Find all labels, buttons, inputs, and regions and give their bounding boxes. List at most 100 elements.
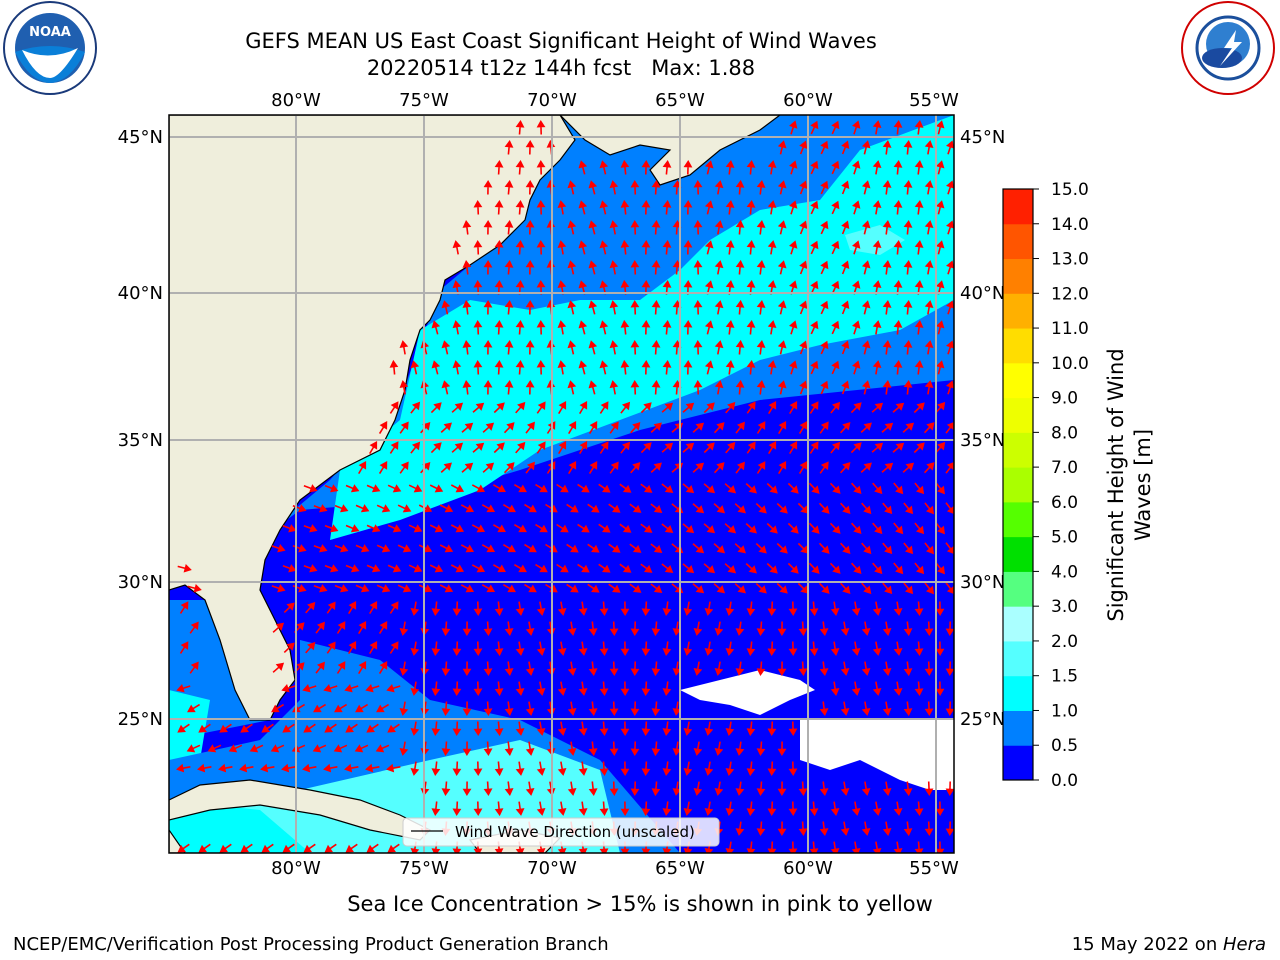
wind-wave-arrow [767,360,777,375]
colorbar-segment [1003,467,1033,503]
wind-wave-arrow [219,723,232,733]
wind-wave-arrow [557,320,567,335]
wind-wave-arrow [473,199,483,215]
wind-wave-arrow [515,601,525,616]
wind-wave-arrow [515,239,525,255]
wind-wave-arrow [515,359,525,375]
wind-wave-arrow [630,219,640,235]
wind-wave-arrow [840,701,850,716]
wind-wave-arrow [630,781,640,797]
wind-wave-arrow [662,359,672,375]
wind-wave-arrow [819,661,829,677]
wind-wave-arrow [483,219,493,235]
wind-wave-arrow [431,641,441,657]
wind-wave-arrow [861,340,871,355]
wind-wave-arrow [776,582,788,594]
wind-wave-arrow [609,461,619,474]
wind-wave-arrow [871,442,884,453]
wind-wave-arrow [471,564,486,573]
wind-wave-arrow [515,319,525,335]
wind-wave-arrow [756,621,766,637]
wind-wave-arrow [734,503,746,514]
wind-wave-arrow [682,563,695,574]
wind-wave-arrow [366,723,379,733]
wind-wave-arrow [189,661,199,674]
wind-wave-arrow [851,601,861,616]
colorbar-tick-label: 7.0 [1051,458,1078,478]
wind-wave-arrow [882,781,892,796]
wind-wave-arrow [924,340,934,355]
wind-wave-arrow [872,320,882,335]
wind-wave-arrow [831,360,840,375]
wind-wave-arrow [536,199,546,215]
wind-wave-arrow [641,319,651,335]
wind-wave-arrow [725,601,735,616]
wind-wave-arrow [789,320,798,335]
wind-wave-arrow [620,761,630,777]
wind-wave-arrow [745,563,757,574]
wind-wave-arrow [598,523,611,533]
wind-wave-arrow [344,763,359,773]
wind-wave-arrow [588,741,598,757]
wind-wave-arrow [240,723,253,733]
wind-wave-arrow [893,199,903,215]
wind-wave-arrow [494,239,504,255]
wind-wave-arrow [872,120,882,135]
wind-wave-arrow [369,601,378,615]
wind-wave-arrow [810,280,819,295]
map-legend: Wind Wave Direction (unscaled) [402,817,720,847]
legend-label: Wind Wave Direction (unscaled) [455,823,695,841]
wind-wave-arrow [735,821,745,836]
wind-wave-arrow [620,601,630,617]
wind-wave-arrow [578,681,588,696]
wind-wave-arrow [525,179,535,195]
wind-wave-arrow [946,260,954,275]
wind-wave-arrow [282,723,295,733]
wind-wave-arrow [598,483,611,493]
wind-wave-arrow [408,524,423,533]
wind-wave-arrow [704,240,714,255]
wind-wave-arrow [567,781,577,796]
wind-wave-arrow [568,461,577,475]
wind-wave-arrow [524,543,537,553]
wind-wave-arrow [820,140,829,155]
colorbar-segment [1003,223,1033,260]
wind-wave-arrow [558,401,567,415]
wind-wave-arrow [713,503,726,514]
wind-wave-arrow [830,601,840,616]
wind-wave-arrow [599,761,609,777]
wind-wave-arrow [599,801,609,817]
wind-wave-arrow [851,801,861,816]
wind-wave-arrow [777,741,787,757]
wind-wave-arrow [431,320,441,335]
wind-wave-arrows [176,119,954,853]
wind-wave-arrow [683,159,693,175]
wind-wave-arrow [513,524,527,533]
wind-wave-arrow [672,299,682,315]
wind-wave-arrow [861,502,872,515]
wind-wave-arrow [441,300,451,315]
wind-wave-arrow [494,721,504,737]
wind-wave-arrow [450,524,465,533]
wind-wave-arrow [651,339,661,355]
wind-wave-arrow [536,319,546,335]
wind-wave-arrow [399,701,409,716]
wind-wave-arrow [903,139,913,155]
wind-wave-arrow [872,522,883,535]
wind-wave-arrow [693,379,703,395]
wind-wave-arrow [746,801,756,817]
wind-wave-arrow [924,300,934,315]
wind-wave-arrow [536,601,546,616]
wind-wave-arrow [641,199,651,215]
wind-wave-arrow [399,461,409,474]
colorbar-tick-label: 15.0 [1051,180,1089,200]
wind-wave-arrow [599,601,609,617]
wind-wave-arrow [472,402,485,413]
wind-wave-arrow [714,260,724,275]
wind-wave-arrow [641,641,651,657]
wind-wave-arrow [683,199,693,215]
wind-wave-arrow [831,240,840,255]
wind-wave-arrow [378,421,388,435]
wind-wave-arrow [819,421,829,434]
wind-wave-arrow [840,821,850,836]
